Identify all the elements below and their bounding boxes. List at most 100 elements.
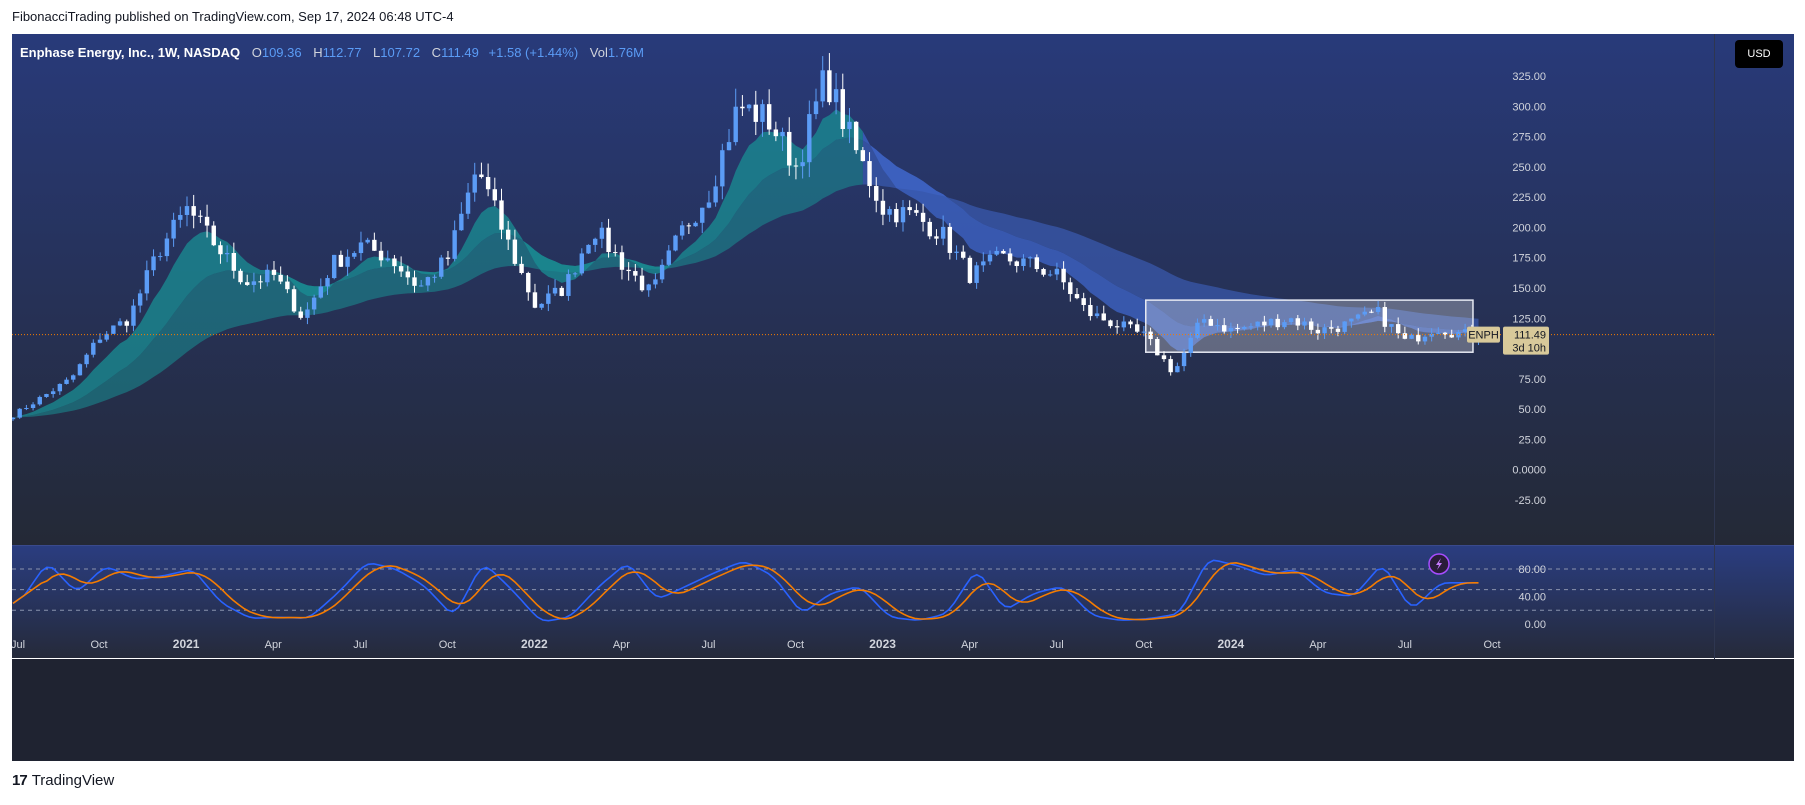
candle-body: [1222, 325, 1227, 332]
candle-body: [1308, 321, 1314, 330]
candle-body: [592, 238, 598, 245]
symbol-tag-text: ENPH: [1468, 330, 1499, 342]
price-tag-background: [1503, 326, 1549, 355]
candle-body: [37, 396, 42, 405]
candle-body: [1349, 318, 1354, 322]
candle-body: [485, 177, 491, 190]
candle-body: [24, 408, 29, 410]
candle-body: [947, 226, 953, 253]
volume-label: Vol: [589, 45, 608, 60]
candle-body: [646, 284, 651, 291]
candle-body: [1295, 318, 1301, 326]
candle-body: [325, 278, 330, 287]
candle-body: [1215, 325, 1220, 327]
tradingview-logo-icon: 17: [12, 772, 28, 789]
candle-body: [653, 279, 658, 285]
candle-body: [1201, 319, 1207, 323]
candle-body: [780, 131, 785, 137]
lightning-icon[interactable]: [1428, 553, 1450, 575]
candle-body: [713, 186, 718, 203]
candle-body: [1041, 269, 1046, 275]
time-axis-tick-label: 2021: [173, 637, 200, 651]
candle-body: [1114, 326, 1120, 328]
oscillator-pane-background: [12, 546, 1794, 658]
candle-body: [907, 207, 912, 211]
candlestick-chart[interactable]: 325.00 300.00 275.00 250.00 225.00 200.00 175.…: [12, 34, 1794, 761]
currency-button[interactable]: USD: [1735, 40, 1783, 68]
candle-body: [693, 222, 698, 227]
candle-body: [981, 261, 986, 266]
candle-body: [318, 286, 324, 298]
time-axis-background: [12, 659, 1794, 761]
publisher-line: FibonacciTrading published on TradingVie…: [12, 9, 454, 24]
candle-body: [198, 215, 203, 217]
candle-body: [238, 270, 243, 283]
candle-body: [1335, 328, 1341, 332]
chart-panel[interactable]: 325.00 300.00 275.00 250.00 225.00 200.00 175.…: [12, 34, 1794, 761]
candle-body: [1141, 331, 1147, 333]
symbol-description[interactable]: Enphase Energy, Inc., 1W, NASDAQ: [20, 45, 241, 60]
candle-body: [613, 252, 618, 254]
candle-body: [17, 408, 22, 418]
candle-body: [398, 266, 404, 272]
time-axis-tick-label: Jul: [353, 639, 367, 651]
time-axis-tick-label: Jul: [1398, 639, 1412, 651]
candle-body: [1181, 352, 1187, 367]
candle-body: [1322, 327, 1327, 334]
candle-body: [465, 192, 471, 214]
candle-body: [800, 162, 805, 167]
candle-body: [1242, 327, 1247, 329]
candle-body: [432, 276, 437, 278]
price-axis-tick-label: 200.00: [1512, 222, 1546, 234]
time-axis-tick-label: Oct: [90, 639, 107, 651]
price-axis-tick-label: 325.00: [1512, 71, 1546, 83]
candle-body: [191, 206, 196, 216]
ema-ribbon-slow: [13, 137, 863, 418]
tradingview-brand-text: TradingView: [31, 772, 115, 789]
candle-body: [104, 333, 109, 340]
candle-body: [1342, 321, 1347, 332]
candle-body: [1155, 339, 1160, 356]
candle-body: [1382, 307, 1388, 327]
candle-body: [987, 254, 993, 262]
oscillator-axis-tick-label: 40.00: [1518, 592, 1546, 604]
candle-body: [492, 189, 498, 201]
time-axis-tick-label: Apr: [613, 639, 630, 651]
candle-body: [760, 104, 765, 122]
low-label: L: [373, 45, 381, 60]
candle-body: [894, 209, 899, 223]
candle-body: [30, 404, 36, 409]
candle-body: [1007, 253, 1013, 262]
candle-body: [231, 252, 237, 271]
candle-body: [418, 285, 424, 287]
symbol-legend[interactable]: Enphase Energy, Inc., 1W, NASDAQ O109.36…: [20, 45, 644, 60]
candle-body: [1429, 333, 1434, 337]
volume-value: 1.76M: [607, 45, 644, 60]
candle-body: [967, 257, 973, 283]
candle-body: [345, 256, 350, 267]
price-axis-tick-label: 275.00: [1512, 132, 1546, 144]
candle-body: [311, 297, 317, 310]
candle-body: [599, 227, 605, 239]
candle-body: [1449, 334, 1454, 338]
candle-body: [1329, 327, 1334, 329]
candle-body: [184, 206, 190, 215]
price-axis-tick-label: 25.00: [1518, 434, 1546, 446]
candle-body: [606, 227, 611, 253]
candle-body: [733, 106, 738, 143]
price-axis-tick-label: 150.00: [1512, 283, 1546, 295]
candle-body: [164, 238, 170, 257]
candle-body: [505, 229, 511, 240]
time-axis-tick-label: 2024: [1217, 637, 1244, 651]
candle-body: [546, 293, 551, 304]
price-axis-tick-label: -25.00: [1515, 495, 1546, 507]
candle-body: [352, 253, 357, 257]
candle-body: [71, 375, 76, 380]
candle-body: [1402, 333, 1408, 339]
candle-body: [84, 354, 89, 365]
candle-body: [974, 265, 979, 283]
candle-body: [332, 254, 337, 279]
candle-body: [1108, 320, 1113, 327]
close-value: 111.49: [441, 45, 479, 60]
tradingview-logo[interactable]: 17 TradingView: [12, 772, 114, 789]
